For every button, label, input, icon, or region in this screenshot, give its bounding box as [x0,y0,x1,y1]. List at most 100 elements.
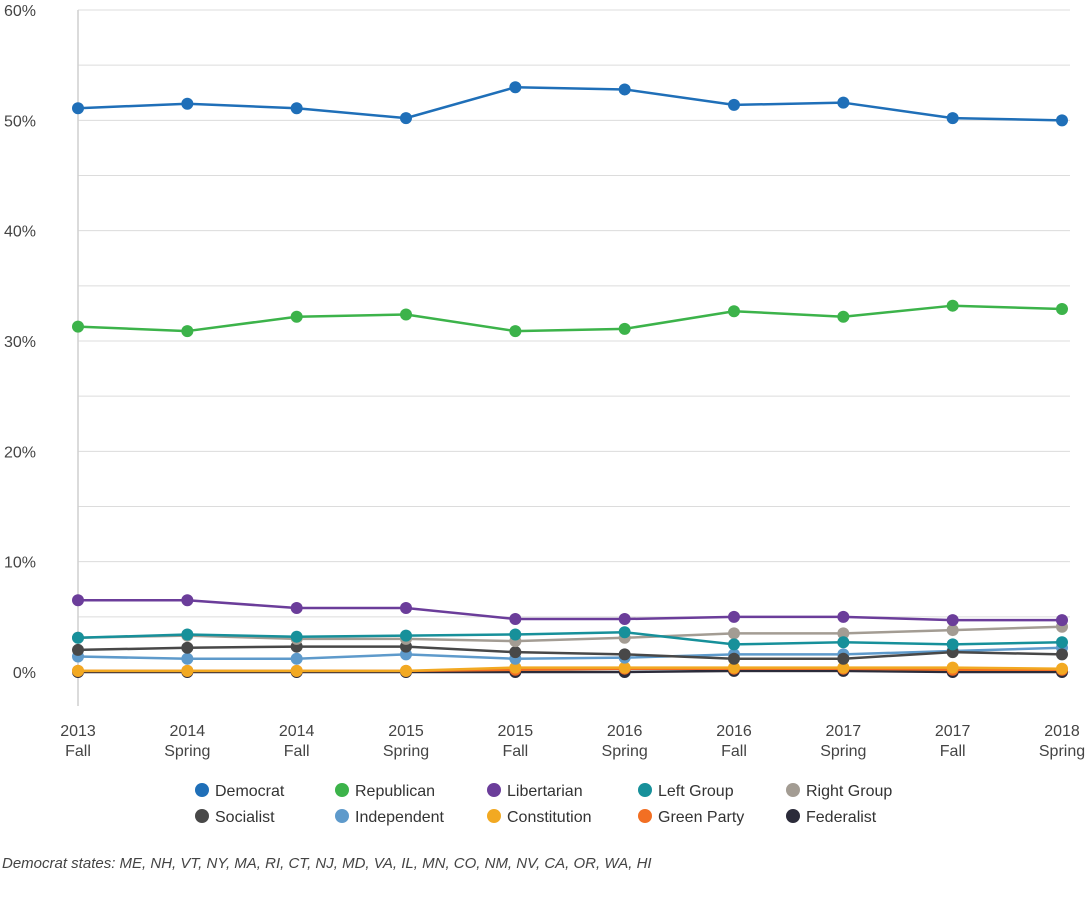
data-point-libertarian [181,594,194,607]
data-point-democrat [181,97,194,110]
data-point-democrat [400,112,412,125]
y-tick-label: 20% [4,444,36,461]
data-point-independent [290,652,303,665]
data-point-left-group [400,629,412,642]
y-axis-ticks: 0% 10% 20% 30% 40% 50% 60% [4,3,36,682]
data-point-socialist [1056,648,1068,661]
data-point-constitution [290,664,303,677]
x-tick-season: Fall [502,743,528,760]
data-point-right-group [946,624,959,637]
series-line-constitution [78,666,1063,673]
series-line-libertarian [78,599,1062,622]
data-point-republican [290,310,303,323]
x-tick-season: Spring [164,743,210,760]
legend-label: Libertarian [507,783,583,800]
data-point-libertarian [72,594,84,607]
data-point-socialist [509,646,522,659]
data-point-democrat [72,102,84,115]
data-point-republican [946,299,959,312]
series-line-left-group [77,631,1063,646]
data-point-libertarian [509,613,522,626]
x-tick-year: 2018 [1044,723,1080,740]
x-tick-year: 2013 [60,723,96,740]
y-tick-label: 10% [4,555,36,572]
data-point-libertarian [1056,614,1068,627]
data-point-socialist [72,643,84,656]
data-point-left-group [181,628,194,641]
legend-item-independent: Independent [335,809,445,826]
data-point-libertarian [728,610,740,623]
line-chart: 0%10%20%30%40%50%60% 2013Fall2014Spring2… [4,3,1085,826]
series-line-democrat [77,85,1063,122]
data-point-left-group [290,630,303,643]
data-point-democrat [509,81,522,94]
series-line-republican [77,304,1063,333]
legend-swatch [195,809,209,823]
data-point-constitution [400,664,412,677]
x-tick-season: Fall [65,743,91,760]
data-point-constitution [618,661,631,674]
series-left-group [72,626,1068,651]
data-point-constitution [1056,662,1068,675]
legend-swatch [786,809,800,823]
series-line-socialist [77,645,1063,661]
legend-item-libertarian: Libertarian [487,783,583,800]
legend-swatch [195,783,209,797]
legend-label: Republican [355,783,435,800]
legend: Democrat Republican Libertarian Left Group R… [195,783,892,826]
data-point-libertarian [946,614,959,627]
series-democrat [72,81,1068,127]
legend-label: Right Group [806,783,892,800]
data-point-democrat [728,98,740,111]
data-point-constitution [72,664,84,677]
footnote: Democrat states: ME, NH, VT, NY, MA, RI,… [2,855,652,872]
data-point-democrat [290,102,303,115]
x-tick-season: Fall [940,743,966,760]
series-libertarian [72,594,1068,627]
series-line-right-group [77,625,1063,643]
x-axis-ticks: 2013 Fall 2014 Spring 2014 Fall 2015 Spring 2015… [60,723,1085,760]
x-tick-season: Spring [1039,743,1085,760]
legend-swatch [335,783,349,797]
legend-swatch [786,783,800,797]
data-point-democrat [946,112,959,125]
legend-label: Left Group [658,783,734,800]
data-point-left-group [946,638,959,651]
x-tick-season: Fall [284,743,310,760]
data-point-republican [181,325,194,338]
series-line-independent [77,646,1063,661]
data-point-independent [181,652,194,665]
data-point-libertarian [618,613,631,626]
x-tick-year: 2014 [279,723,315,740]
data-point-constitution [728,661,740,674]
data-point-left-group [728,638,740,651]
series-lines [72,81,1068,678]
y-tick-label: 40% [4,224,36,241]
x-tick-year: 2015 [388,723,424,740]
y-tick-label: 50% [4,113,36,130]
legend-item-republican: Republican [335,783,435,800]
x-tick-year: 2014 [170,723,206,740]
data-point-republican [618,322,631,335]
data-point-right-group [837,627,850,640]
legend-item-socialist: Socialist [195,809,275,826]
x-tick-year: 2017 [935,723,971,740]
legend-swatch [335,809,349,823]
legend-item-left-group: Left Group [638,783,734,800]
x-tick-season: Spring [602,743,648,760]
data-point-democrat [618,83,631,96]
data-point-left-group [837,636,850,649]
data-point-republican [837,310,850,323]
data-point-republican [509,325,522,338]
legend-label: Independent [355,809,445,826]
data-point-republican [72,320,84,333]
data-point-left-group [72,631,84,644]
series-republican [72,299,1068,338]
data-point-libertarian [290,602,303,615]
legend-item-right-group: Right Group [786,783,892,800]
legend-item-green-party: Green Party [638,809,744,826]
legend-label: Socialist [215,809,275,826]
data-point-left-group [509,628,522,641]
data-point-left-group [1056,636,1068,649]
data-point-left-group [618,626,631,639]
